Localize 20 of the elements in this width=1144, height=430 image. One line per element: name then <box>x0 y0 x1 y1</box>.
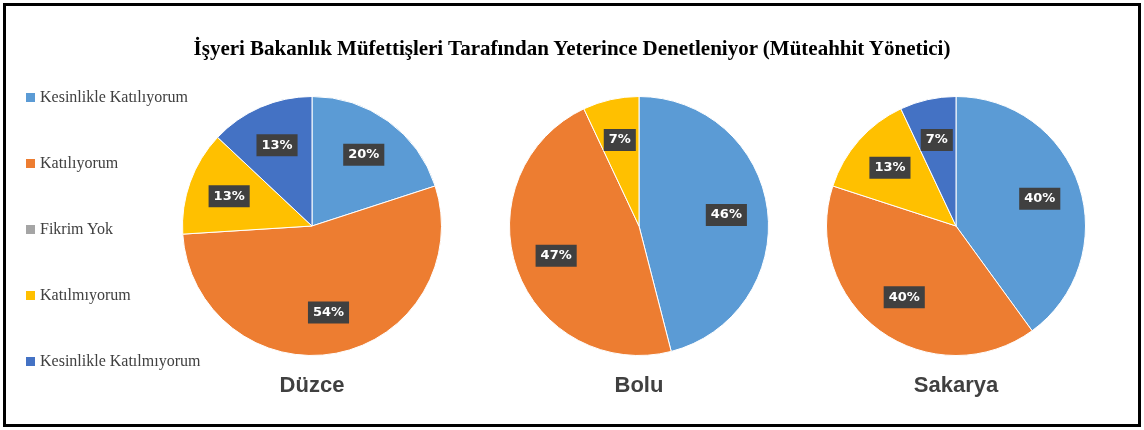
data-label: 13% <box>261 136 293 152</box>
text: Sakarya <box>912 372 1000 398</box>
legend-label: Kesinlikle Katılmıyorum <box>40 352 201 370</box>
text: İşyeri Bakanlık Müfettişleri Tarafından Yeterince Denetleniyor (Müteahhit Yönetici) <box>192 36 952 61</box>
data-label: 13% <box>213 187 245 203</box>
text: Bolu <box>613 372 665 398</box>
data-label: 47% <box>540 247 572 263</box>
data-label: 13% <box>874 159 906 175</box>
data-label: 54% <box>312 303 345 319</box>
legend-label: Katılmıyorum <box>40 286 131 304</box>
data-label: 20% <box>348 146 380 162</box>
legend-label: Kesinlikle Katılıyorum <box>40 88 188 106</box>
data-label: 7% <box>925 131 948 147</box>
legend-label: Fikrim Yok <box>40 220 113 238</box>
data-label: 40% <box>888 288 920 304</box>
text: Düzce <box>278 372 346 398</box>
data-label: 7% <box>608 131 631 147</box>
data-label: 46% <box>710 206 742 222</box>
data-label: 40% <box>1024 190 1056 206</box>
legend-label: Katılıyorum <box>40 154 119 172</box>
